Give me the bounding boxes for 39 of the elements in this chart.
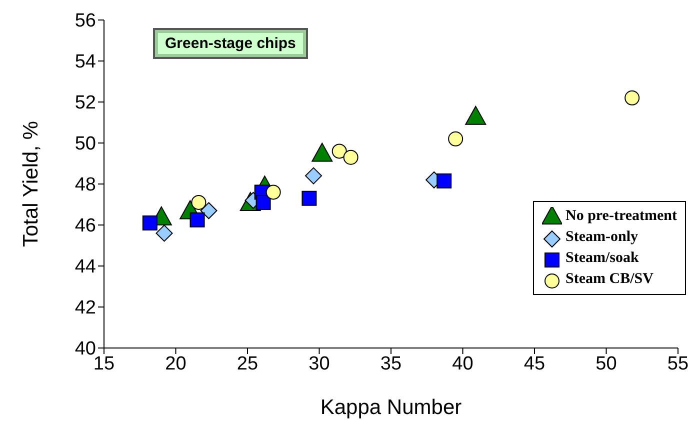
x-tick-label: 20: [165, 353, 186, 374]
x-tick-label: 15: [93, 353, 115, 374]
point: [190, 212, 205, 228]
y-tick-label: 42: [74, 298, 96, 319]
point: [624, 90, 640, 106]
y-tick-label: 46: [74, 216, 96, 237]
y-tick-label: 50: [74, 134, 96, 155]
point: [448, 131, 464, 146]
x-tick-label: 35: [380, 353, 402, 374]
y-tick-label: 56: [74, 10, 96, 32]
y-tick-label: 48: [74, 174, 96, 196]
point: [256, 194, 271, 210]
x-tick-label: 55: [667, 353, 689, 374]
x-axis-title: Kappa Number: [320, 396, 462, 419]
legend-label: No pre-treatment: [566, 208, 677, 225]
legend-label: Steam CB/SV: [566, 271, 654, 288]
y-tick-label: 40: [74, 338, 96, 360]
legend-label: Steam-only: [566, 229, 638, 246]
point: [332, 144, 347, 159]
x-tick-label: 30: [308, 353, 330, 374]
text: Green-stage chips: [153, 28, 308, 59]
point: [302, 190, 317, 206]
x-tick-label: 40: [452, 353, 474, 374]
y-axis-title: Total Yield, %: [19, 120, 42, 248]
point: [305, 167, 322, 184]
point: [343, 150, 358, 165]
point: [266, 184, 281, 200]
x-tick-label: 50: [596, 353, 617, 374]
point: [191, 194, 206, 210]
y-tick-label: 54: [74, 52, 96, 73]
y-tick-label: 52: [74, 92, 96, 114]
point: [142, 215, 158, 230]
point: [200, 202, 218, 220]
point: [156, 224, 173, 242]
x-tick-label: 45: [524, 353, 546, 374]
x-tick-label: 25: [236, 353, 258, 374]
y-tick-label: 44: [74, 256, 96, 278]
legend-label: Steam/soak: [566, 250, 639, 267]
point: [436, 173, 452, 188]
